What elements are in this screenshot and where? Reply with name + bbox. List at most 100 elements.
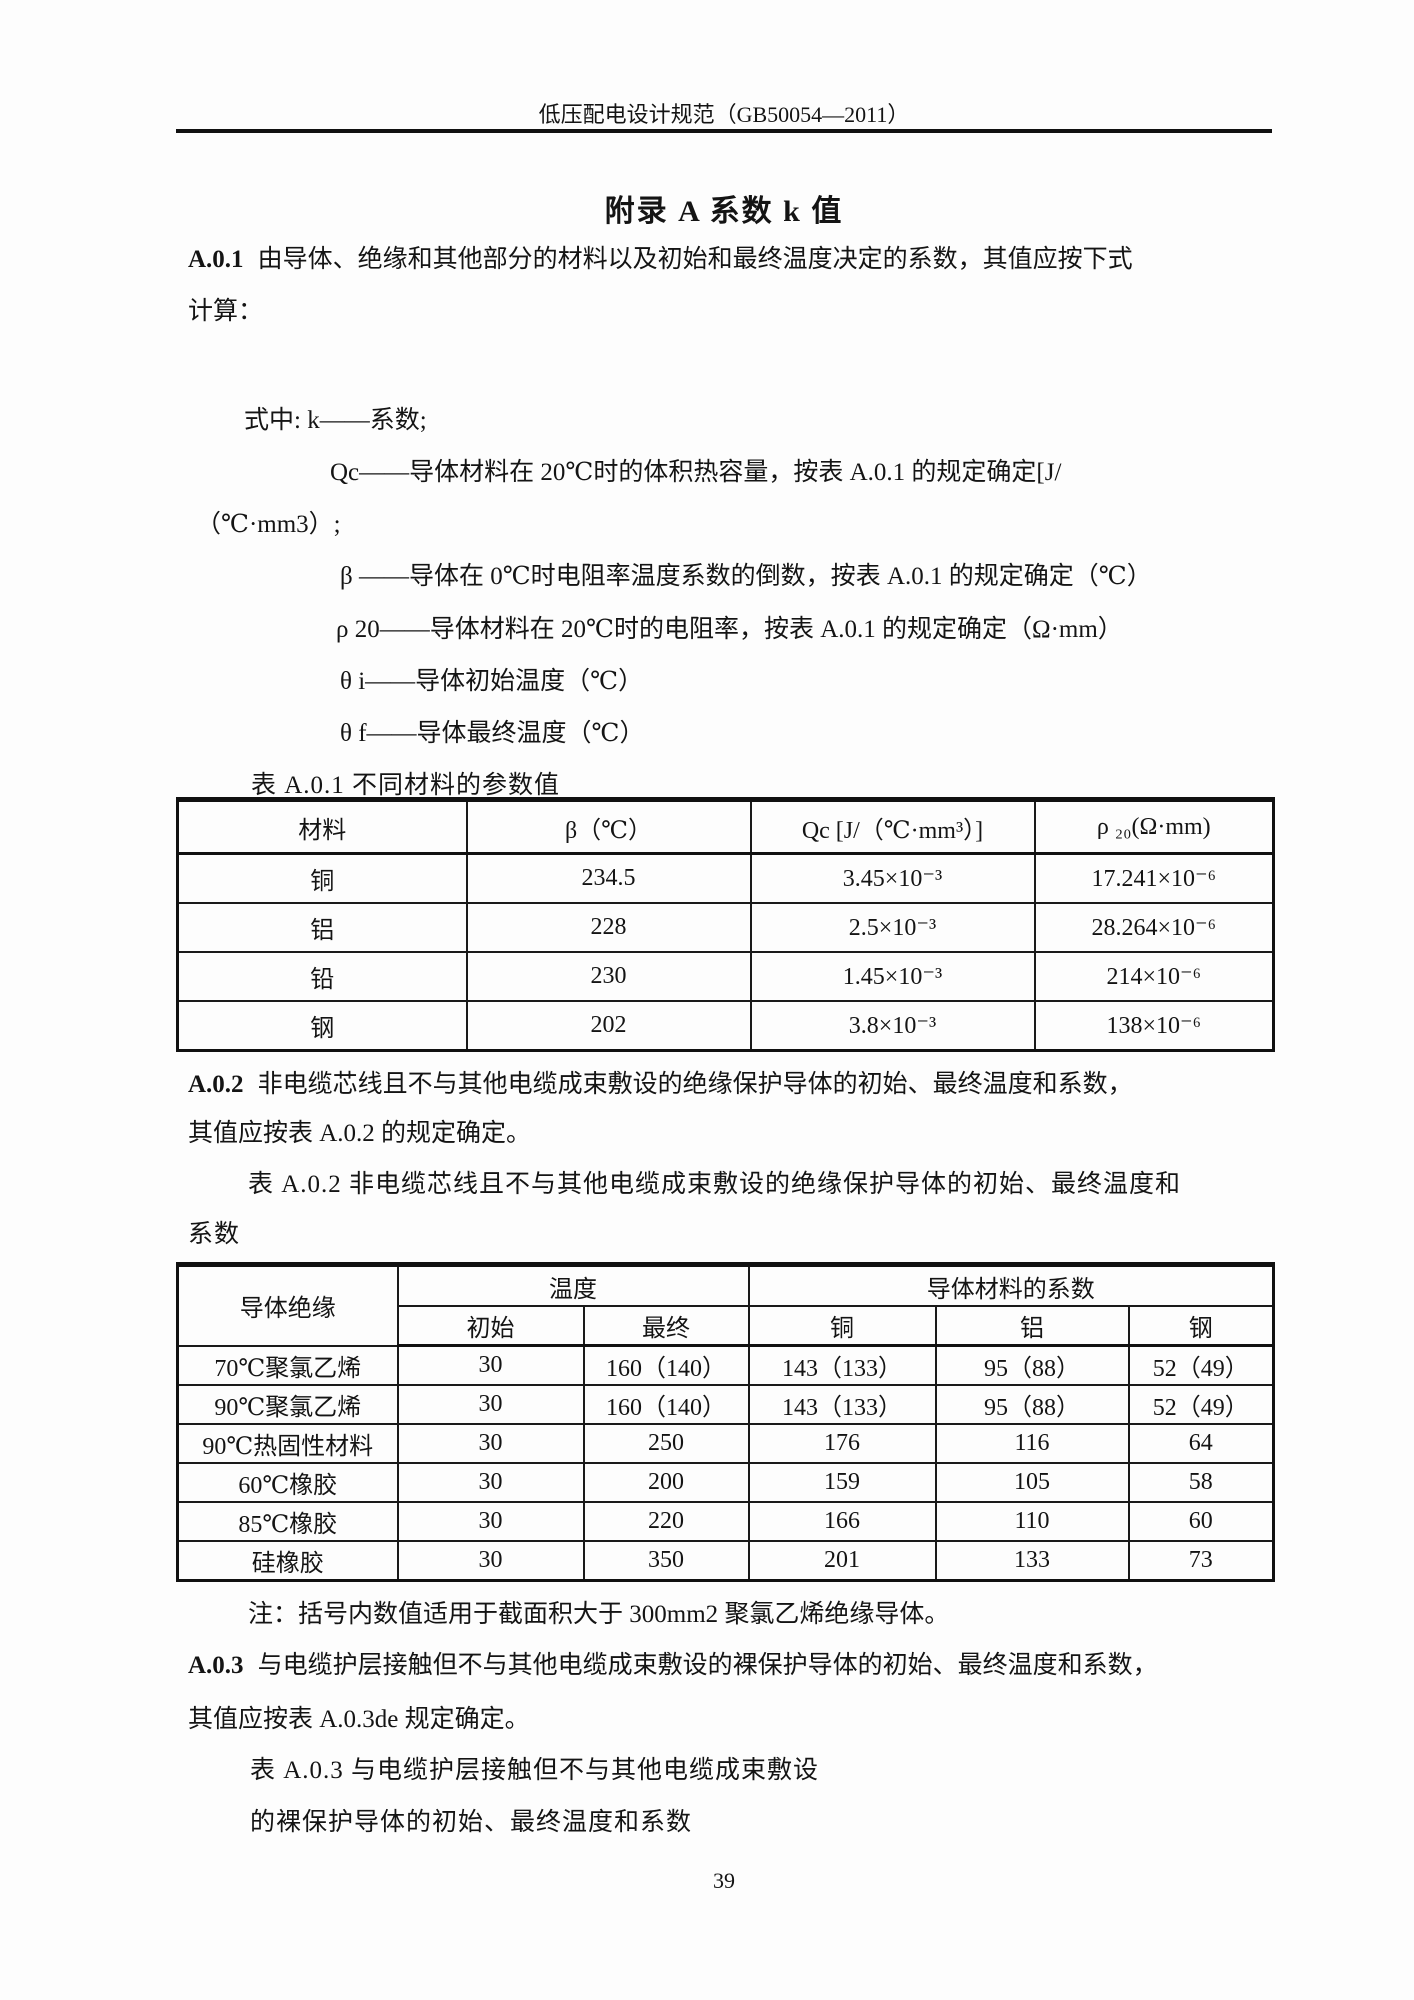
where-line-rho: ρ 20——导体材料在 20℃时的电阻率，按表 A.0.1 的规定确定（Ω·mm…	[336, 616, 1123, 643]
where-line-theta-f: θ f——导体最终温度（℃）	[340, 720, 645, 747]
table-cell: 2.5×10⁻³	[749, 902, 1036, 953]
table-cell: 85℃橡胶	[176, 1501, 399, 1542]
paragraph-a02-line1: A.0.2 非电缆芯线且不与其他电缆成束敷设的绝缘保护导体的初始、最终温度和系数，	[188, 1068, 1133, 1102]
table-a01-caption: 表 A.0.1 不同材料的参数值	[251, 772, 561, 799]
table-cell: 30	[396, 1501, 585, 1542]
table-row: 硅橡胶 30 350 201 133 73	[176, 1540, 1275, 1582]
table-row: 导体绝缘 温度 导体材料的系数	[176, 1263, 1275, 1347]
table-cell: 铝	[176, 902, 468, 953]
paragraph-a01-line2: 计算：	[188, 298, 264, 325]
table-cell: 234.5	[465, 852, 752, 904]
table-cell: 110	[934, 1501, 1130, 1542]
table-cell: 铅	[176, 951, 468, 1002]
table-row: 铅 230 1.45×10⁻³ 214×10⁻⁶	[176, 951, 1275, 1002]
table-row: 90℃聚氯乙烯 30 160（140） 143（133） 95（88） 52（4…	[176, 1384, 1275, 1425]
table-row: 钢 202 3.8×10⁻³ 138×10⁻⁶	[176, 1000, 1275, 1052]
table-cell: 28.264×10⁻⁶	[1033, 902, 1275, 953]
column-header: 材料	[176, 798, 468, 855]
table-a02: 导体绝缘 温度 导体材料的系数 初始 最终 铜 铝 钢 70℃聚氯乙烯 30 1…	[176, 1262, 1276, 1582]
table-cell: 116	[934, 1423, 1130, 1464]
where-line-qc: Qc——导体材料在 20℃时的体积热容量，按表 A.0.1 的规定确定[J/	[330, 459, 1062, 486]
table-a02-note: 注：括号内数值适用于截面积大于 300mm2 聚氯乙烯绝缘导体。	[248, 1601, 950, 1628]
paragraph-text: 由导体、绝缘和其他部分的材料以及初始和最终温度决定的系数，其值应按下式	[257, 246, 1133, 273]
table-cell: 70℃聚氯乙烯	[176, 1344, 399, 1386]
table-cell: 143（133）	[747, 1384, 937, 1425]
column-group-temperature: 温度	[396, 1263, 750, 1307]
column-header: 导体绝缘	[176, 1263, 399, 1347]
table-row: 初始 最终 铜 铝 钢	[178, 1305, 1275, 1347]
table-cell: 60℃橡胶	[176, 1462, 399, 1503]
table-cell: 90℃热固性材料	[176, 1423, 399, 1464]
table-cell: 95（88）	[934, 1384, 1130, 1425]
table-cell: 30	[396, 1344, 585, 1386]
table-row: 铜 234.5 3.45×10⁻³ 17.241×10⁻⁶	[176, 852, 1275, 904]
table-row: 85℃橡胶 30 220 166 110 60	[176, 1501, 1275, 1542]
where-line-beta: β ——导体在 0℃时电阻率温度系数的倒数，按表 A.0.1 的规定确定（℃）	[340, 563, 1152, 590]
formula-placeholder	[188, 330, 1268, 390]
table-cell: 钢	[176, 1000, 468, 1052]
table-cell: 200	[582, 1462, 750, 1503]
table-a02-caption-line2: 系数	[188, 1221, 241, 1248]
table-cell: 90℃聚氯乙烯	[176, 1384, 399, 1425]
column-header: β（℃）	[465, 798, 752, 855]
column-header: 最终	[582, 1305, 750, 1347]
column-header: ρ ₂₀(Ω·mm)	[1033, 798, 1275, 855]
table-row: 材料 β（℃） Qc [J/（℃·mm³）] ρ ₂₀(Ω·mm)	[176, 798, 1275, 855]
column-header: Qc [J/（℃·mm³）]	[749, 798, 1036, 855]
header-rule	[176, 129, 1272, 133]
table-cell: 250	[582, 1423, 750, 1464]
table-a03-caption-line1: 表 A.0.3 与电缆护层接触但不与其他电缆成束敷设	[250, 1757, 820, 1784]
table-cell: 350	[582, 1540, 750, 1582]
table-cell: 52（49）	[1127, 1384, 1275, 1425]
paragraph-a03-line1: A.0.3 与电缆护层接触但不与其他电缆成束敷设的裸保护导体的初始、最终温度和系数…	[188, 1649, 1158, 1683]
table-row: 70℃聚氯乙烯 30 160（140） 143（133） 95（88） 52（4…	[176, 1344, 1275, 1386]
table-row: 铝 228 2.5×10⁻³ 28.264×10⁻⁶	[176, 902, 1275, 953]
table-cell: 133	[934, 1540, 1130, 1582]
table-cell: 30	[396, 1462, 585, 1503]
table-cell: 160（140）	[582, 1384, 750, 1425]
table-cell: 30	[396, 1423, 585, 1464]
paragraph-text: 与电缆护层接触但不与其他电缆成束敷设的裸保护导体的初始、最终温度和系数，	[257, 1652, 1158, 1679]
table-cell: 201	[747, 1540, 937, 1582]
table-cell: 硅橡胶	[176, 1540, 399, 1582]
table-cell: 30	[396, 1384, 585, 1425]
where-line-k: 式中: k——系数;	[244, 407, 427, 434]
paragraph-a02-line2: 其值应按表 A.0.2 的规定确定。	[188, 1120, 532, 1147]
column-group-coefficients: 导体材料的系数	[747, 1263, 1275, 1307]
table-cell: 3.8×10⁻³	[749, 1000, 1036, 1052]
running-header: 低压配电设计规范（GB50054—2011）	[538, 102, 910, 127]
column-header: 钢	[1127, 1305, 1275, 1347]
where-line-theta-i: θ i——导体初始温度（℃）	[340, 668, 644, 695]
table-cell: 30	[396, 1540, 585, 1582]
table-cell: 214×10⁻⁶	[1033, 951, 1275, 1002]
table-cell: 1.45×10⁻³	[749, 951, 1036, 1002]
table-cell: 17.241×10⁻⁶	[1033, 852, 1275, 904]
table-cell: 60	[1127, 1501, 1275, 1542]
table-cell: 105	[934, 1462, 1130, 1503]
table-cell: 铜	[176, 852, 468, 904]
table-a03-caption-line2: 的裸保护导体的初始、最终温度和系数	[250, 1809, 693, 1836]
table-cell: 159	[747, 1462, 937, 1503]
table-row: 60℃橡胶 30 200 159 105 58	[176, 1462, 1275, 1503]
table-a01: 材料 β（℃） Qc [J/（℃·mm³）] ρ ₂₀(Ω·mm) 铜 234.…	[176, 797, 1275, 1052]
column-header: 铝	[934, 1305, 1130, 1347]
table-cell: 58	[1127, 1462, 1275, 1503]
table-cell: 166	[747, 1501, 937, 1542]
table-cell: 52（49）	[1127, 1344, 1275, 1386]
appendix-title: 附录 A 系数 k 值	[604, 195, 844, 228]
column-header: 铜	[747, 1305, 937, 1347]
table-cell: 64	[1127, 1423, 1275, 1464]
table-cell: 220	[582, 1501, 750, 1542]
section-number-a02: A.0.2	[188, 1071, 244, 1098]
table-cell: 228	[465, 902, 752, 953]
table-row: 90℃热固性材料 30 250 176 116 64	[176, 1423, 1275, 1464]
page-number: 39	[713, 1868, 735, 1893]
section-number-a01: A.0.1	[188, 246, 244, 273]
table-cell: 95（88）	[934, 1344, 1130, 1386]
table-a02-caption-line1: 表 A.0.2 非电缆芯线且不与其他电缆成束敷设的绝缘保护导体的初始、最终温度和	[248, 1171, 1182, 1198]
table-cell: 138×10⁻⁶	[1033, 1000, 1275, 1052]
paragraph-a01-line1: A.0.1 由导体、绝缘和其他部分的材料以及初始和最终温度决定的系数，其值应按下式	[188, 243, 1133, 277]
table-cell: 202	[465, 1000, 752, 1052]
table-cell: 143（133）	[747, 1344, 937, 1386]
